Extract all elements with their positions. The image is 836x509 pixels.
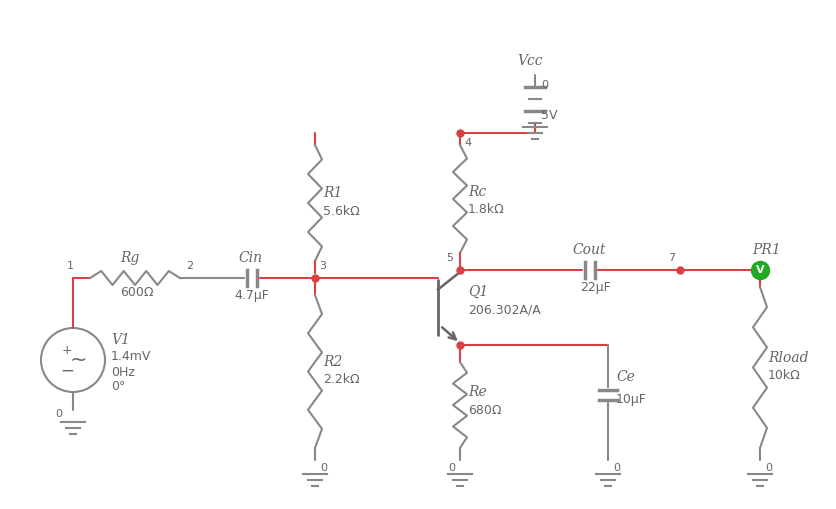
Text: 5V: 5V: [540, 108, 557, 122]
Text: 1: 1: [67, 261, 74, 271]
Text: 0: 0: [540, 80, 548, 90]
Text: 3: 3: [319, 261, 325, 271]
Text: V1: V1: [111, 333, 130, 347]
Text: Cout: Cout: [571, 243, 604, 257]
Text: 600Ω: 600Ω: [120, 286, 154, 298]
Text: 0: 0: [612, 463, 619, 473]
Text: 2: 2: [186, 261, 193, 271]
Text: 1.4mV: 1.4mV: [111, 350, 151, 362]
Text: 0: 0: [319, 463, 327, 473]
Text: 5: 5: [446, 253, 452, 263]
Text: 0: 0: [447, 463, 455, 473]
Text: 4: 4: [463, 138, 471, 148]
Text: R1: R1: [323, 186, 342, 200]
Text: Ce: Ce: [615, 370, 635, 384]
Text: ~: ~: [70, 350, 88, 370]
Text: 0°: 0°: [111, 380, 125, 392]
Text: 0: 0: [55, 409, 62, 419]
Text: 4.7μF: 4.7μF: [234, 290, 268, 302]
Text: Rload: Rload: [767, 351, 808, 364]
Text: 22μF: 22μF: [579, 281, 610, 295]
Text: PR1: PR1: [751, 243, 780, 257]
Text: −: −: [60, 362, 74, 380]
Text: Vcc: Vcc: [517, 54, 542, 68]
Text: R2: R2: [323, 354, 342, 369]
Text: 680Ω: 680Ω: [467, 404, 501, 417]
Text: V: V: [755, 265, 763, 275]
Text: Rc: Rc: [467, 184, 486, 199]
Text: 10μF: 10μF: [615, 392, 646, 406]
Text: 10kΩ: 10kΩ: [767, 369, 800, 382]
Text: 7: 7: [667, 253, 675, 263]
Text: 206.302A/A: 206.302A/A: [467, 303, 540, 317]
Text: 1.8kΩ: 1.8kΩ: [467, 203, 504, 216]
Text: Re: Re: [467, 385, 487, 400]
Text: 0Hz: 0Hz: [111, 365, 135, 379]
Text: 0: 0: [764, 463, 771, 473]
Text: Q1: Q1: [467, 285, 487, 299]
Text: 5.6kΩ: 5.6kΩ: [323, 205, 359, 217]
Text: +: +: [62, 344, 72, 356]
Text: 2.2kΩ: 2.2kΩ: [323, 373, 359, 386]
Text: Cin: Cin: [237, 251, 262, 265]
Text: Rg: Rg: [120, 251, 140, 265]
